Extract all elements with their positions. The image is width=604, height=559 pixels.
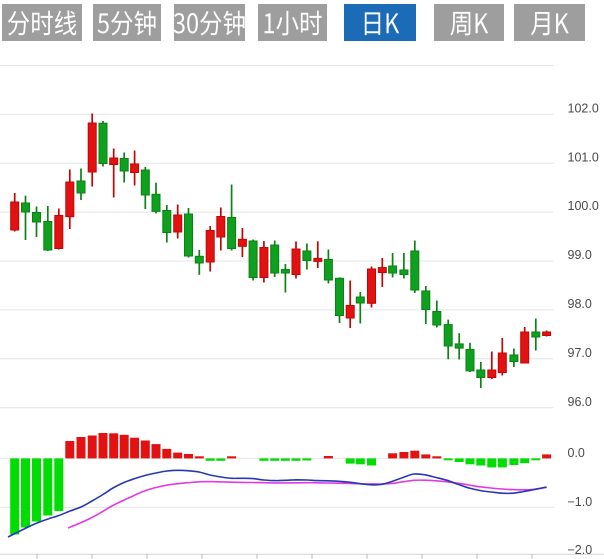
svg-text:102.0: 102.0 <box>568 101 599 115</box>
svg-text:98.0: 98.0 <box>568 297 592 311</box>
svg-text:−2.0: −2.0 <box>568 543 593 557</box>
svg-text:97.0: 97.0 <box>568 346 592 360</box>
svg-text:101.0: 101.0 <box>568 150 599 164</box>
svg-text:96.0: 96.0 <box>568 395 592 409</box>
svg-text:100.0: 100.0 <box>568 199 599 213</box>
svg-text:−1.0: −1.0 <box>568 495 593 509</box>
svg-text:0.0: 0.0 <box>568 446 585 460</box>
svg-text:99.0: 99.0 <box>568 248 592 262</box>
